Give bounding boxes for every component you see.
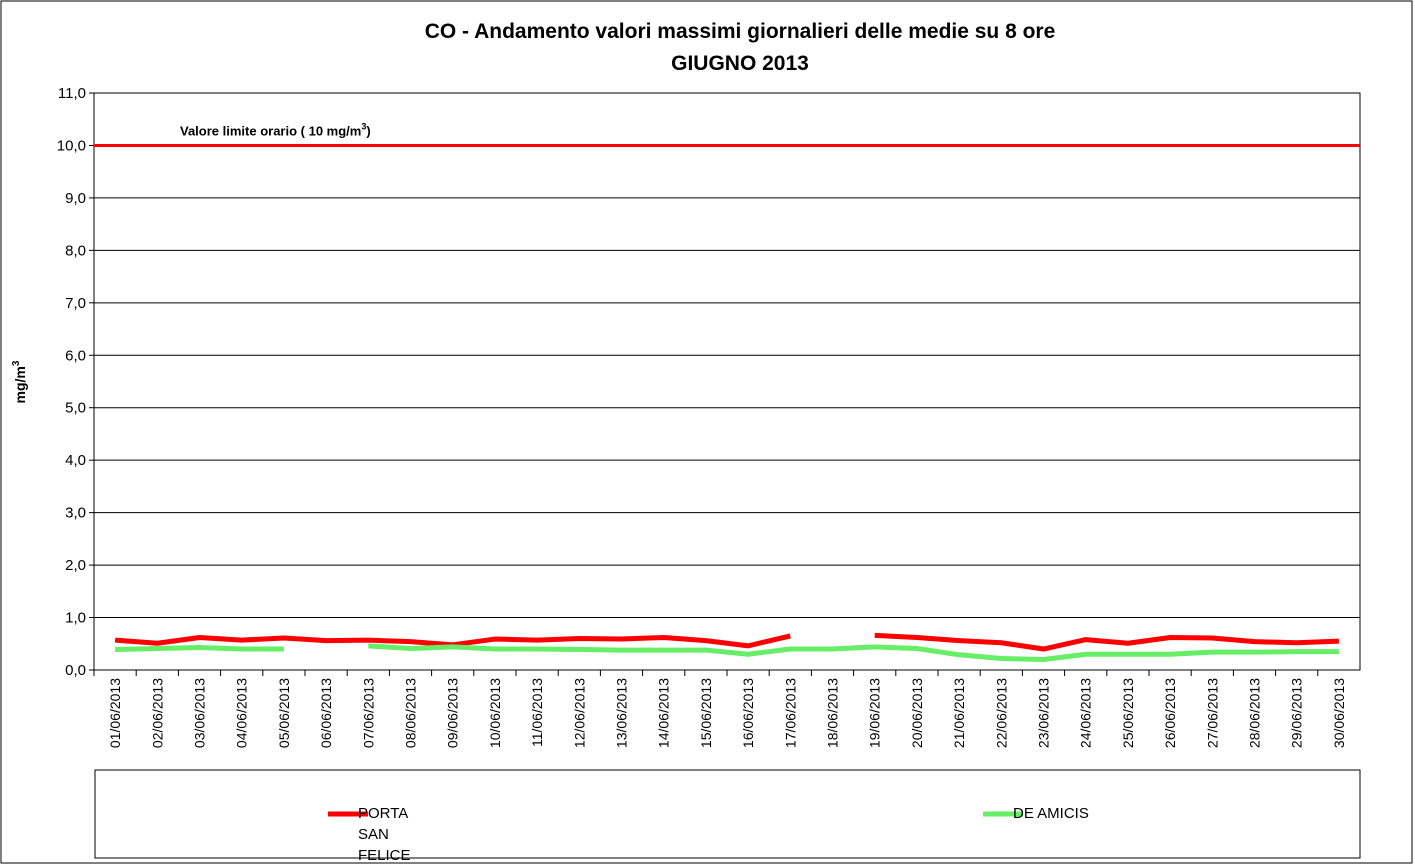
x-tick-label: 25/06/2013 <box>1120 678 1136 748</box>
x-tick-label: 11/06/2013 <box>529 678 545 747</box>
annotation: Valore limite orario ( 10 mg/m3) <box>180 121 371 138</box>
x-tick-label: 18/06/2013 <box>825 678 841 748</box>
legend-label: PORTA SAN FELICE <box>358 805 411 864</box>
annotation-sup: 3 <box>361 121 366 131</box>
x-tick-label: 08/06/2013 <box>403 678 419 748</box>
x-tick-label: 23/06/2013 <box>1036 678 1052 748</box>
x-tick-label: 07/06/2013 <box>360 678 376 748</box>
legend-label: DE AMICIS <box>1013 805 1089 822</box>
x-tick-label: 29/06/2013 <box>1289 678 1305 748</box>
x-tick-label: 09/06/2013 <box>445 678 461 748</box>
annotation-end: ) <box>366 123 370 138</box>
x-tick-label: 24/06/2013 <box>1078 678 1094 748</box>
y-tick-label: 8,0 <box>65 242 86 259</box>
x-tick-label: 27/06/2013 <box>1204 678 1220 748</box>
x-tick-label: 12/06/2013 <box>571 678 587 748</box>
y-tick-label: 2,0 <box>65 557 86 574</box>
series-line <box>115 644 284 653</box>
y-tick-label: 4,0 <box>65 452 86 469</box>
y-tick-label: 7,0 <box>65 295 86 312</box>
y-axis-label-sup: 3 <box>11 360 22 366</box>
x-tick-label: 16/06/2013 <box>740 678 756 748</box>
y-tick-label: 3,0 <box>65 505 86 522</box>
y-tick-label: 10,0 <box>57 137 86 154</box>
x-tick-label: 22/06/2013 <box>993 678 1009 748</box>
y-tick-label: 11,0 <box>58 85 86 102</box>
y-tick-label: 5,0 <box>65 400 86 417</box>
x-tick-label: 15/06/2013 <box>698 678 714 748</box>
y-tick-label: 0,0 <box>65 662 86 679</box>
y-tick-label: 1,0 <box>65 610 86 627</box>
x-tick-label: 30/06/2013 <box>1331 678 1347 748</box>
x-tick-label: 20/06/2013 <box>909 678 925 748</box>
x-tick-label: 05/06/2013 <box>276 678 292 748</box>
series-line <box>368 643 1339 663</box>
series-line <box>874 632 1339 652</box>
x-tick-label: 13/06/2013 <box>614 678 630 748</box>
y-tick-label: 9,0 <box>65 190 86 207</box>
x-tick-label: 10/06/2013 <box>487 678 503 748</box>
chart-subtitle: GIUGNO 2013 <box>671 52 809 75</box>
x-tick-label: 28/06/2013 <box>1247 678 1263 748</box>
chart-title: CO - Andamento valori massimi giornalier… <box>425 20 1056 43</box>
x-tick-label: 01/06/2013 <box>107 678 123 748</box>
y-axis-label: mg/m3 <box>11 360 28 403</box>
x-tick-label: 02/06/2013 <box>149 678 165 748</box>
y-axis-label-text: mg/m <box>12 366 28 403</box>
x-tick-label: 19/06/2013 <box>867 678 883 748</box>
x-tick-label: 03/06/2013 <box>192 678 208 748</box>
x-tick-label: 14/06/2013 <box>656 678 672 748</box>
x-tick-label: 21/06/2013 <box>951 678 967 748</box>
annotation-text: Valore limite orario ( 10 mg/m <box>180 123 361 138</box>
legend-box <box>94 769 1361 859</box>
y-tick-label: 6,0 <box>65 347 86 364</box>
x-tick-label: 26/06/2013 <box>1162 678 1178 748</box>
x-tick-label: 04/06/2013 <box>234 678 250 748</box>
x-tick-label: 06/06/2013 <box>318 678 334 748</box>
x-tick-label: 17/06/2013 <box>782 678 798 748</box>
